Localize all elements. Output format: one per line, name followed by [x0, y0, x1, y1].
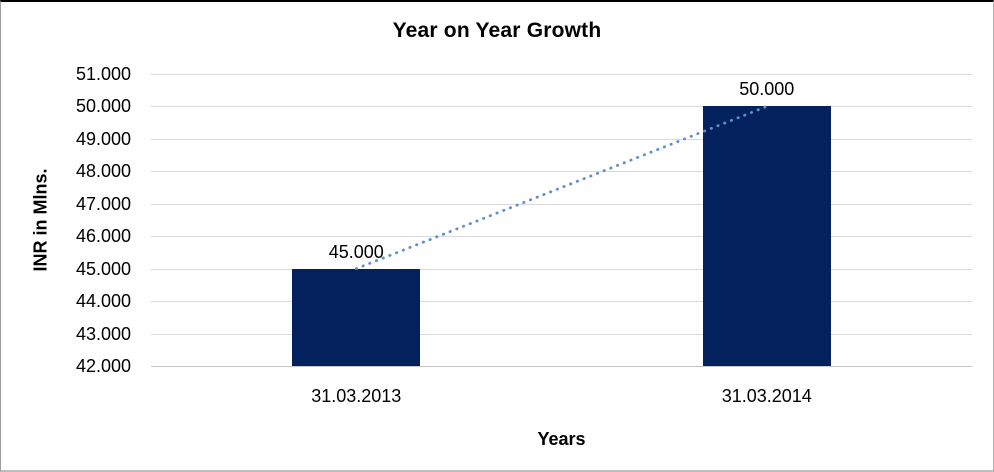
x-category-label: 31.03.2013: [311, 386, 402, 406]
gridline: [151, 268, 972, 270]
gridline: [151, 301, 972, 303]
gridline: [151, 171, 972, 173]
gridline: [151, 366, 972, 367]
y-axis-tick-label: 48.000: [75, 161, 131, 182]
gridline: [151, 74, 972, 75]
gridline: [151, 236, 972, 238]
bar-value-label: 45.000: [328, 241, 384, 262]
gridline: [151, 138, 972, 140]
y-axis-tick-label: 50.000: [75, 96, 131, 117]
plot-area: [151, 74, 972, 367]
y-axis-tick-label: 42.000: [75, 356, 131, 376]
gridline: [151, 106, 972, 108]
y-axis-tick-label: 43.000: [75, 323, 131, 344]
gridline: [151, 333, 972, 335]
x-axis-title: Years: [537, 429, 586, 449]
x-category-label: 31.03.2014: [721, 386, 812, 406]
y-axis-tick-label: 47.000: [75, 193, 131, 214]
y-axis-title: INR in Mlns.: [30, 168, 51, 272]
y-axis-tick-label: 44.000: [75, 291, 131, 312]
y-axis-tick-label: 49.000: [75, 128, 131, 149]
gridline: [151, 203, 972, 205]
y-axis-tick-label: 45.000: [75, 258, 131, 279]
y-axis-tick-label: 51.000: [75, 64, 131, 84]
bar-31.03.2013[interactable]: [292, 268, 421, 366]
bar-value-label: 50.000: [739, 79, 795, 100]
y-axis-tick-label: 46.000: [75, 226, 131, 247]
bar-31.03.2014[interactable]: [702, 106, 831, 366]
chart-title: Year on Year Growth: [392, 19, 602, 42]
trendline: [354, 105, 769, 271]
